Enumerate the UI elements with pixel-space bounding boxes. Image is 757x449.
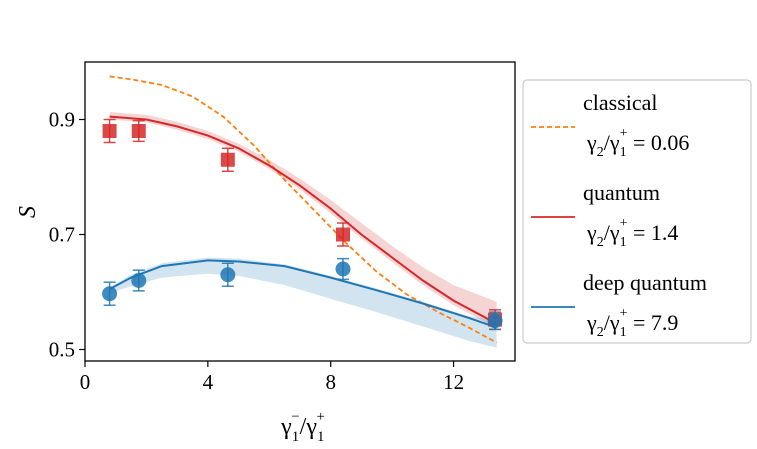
svg-text:γ1−/γ1+: γ1−/γ1+ bbox=[280, 409, 325, 445]
square-marker bbox=[220, 152, 235, 167]
legend-label: deep quantum bbox=[583, 270, 707, 295]
circle-marker bbox=[102, 286, 118, 302]
x-axis-label: γ1−/γ1+ bbox=[280, 409, 325, 445]
quantum-line bbox=[109, 115, 498, 325]
y-tick-label: 0.9 bbox=[49, 108, 75, 132]
quantum-point bbox=[102, 118, 117, 144]
legend-box bbox=[522, 79, 752, 344]
y-axis-label: S bbox=[15, 206, 41, 218]
circle-marker bbox=[487, 313, 503, 329]
legend-ratio: γ2/γ1+ = 7.9 bbox=[586, 306, 678, 340]
square-marker bbox=[102, 124, 117, 138]
deep-quantum-point bbox=[487, 311, 503, 331]
deep-quantum-line bbox=[109, 259, 497, 329]
plot-frame bbox=[84, 61, 516, 362]
quantum-point bbox=[131, 119, 146, 143]
x-tick-label: 8 bbox=[325, 370, 336, 394]
deep-quantum-point bbox=[335, 257, 351, 281]
legend-entry-deep-quantum: deep quantum γ2/γ1+ = 7.9 bbox=[531, 270, 707, 340]
circle-marker bbox=[220, 267, 236, 283]
y-tick-label: 0.5 bbox=[49, 338, 75, 362]
deep-quantum-point bbox=[131, 269, 147, 292]
quantum-point bbox=[220, 147, 235, 172]
legend-ratio: γ2/γ1+ = 0.06 bbox=[586, 126, 689, 160]
x-tick-label: 4 bbox=[203, 370, 214, 394]
x-tick-label: 12 bbox=[443, 370, 464, 394]
legend: classical γ2/γ1+ = 0.06 quantum γ2/γ1+ = 1.… bbox=[522, 79, 752, 344]
x-axis-ticks: 0 4 8 12 bbox=[80, 361, 464, 394]
y-axis-ticks: 0.5 0.7 0.9 bbox=[49, 108, 85, 362]
legend-label: classical bbox=[583, 90, 658, 115]
confidence-bands bbox=[109, 112, 497, 348]
deep-quantum-point bbox=[102, 281, 118, 306]
legend-entry-quantum: quantum γ2/γ1+ = 1.4 bbox=[531, 180, 678, 250]
quantum-band bbox=[109, 112, 497, 329]
x-tick-label: 0 bbox=[80, 370, 91, 394]
legend-entry-classical: classical γ2/γ1+ = 0.06 bbox=[531, 90, 689, 160]
y-tick-label: 0.7 bbox=[49, 223, 75, 247]
model-curves bbox=[109, 75, 498, 344]
classical-line bbox=[109, 75, 498, 344]
square-marker bbox=[336, 227, 350, 242]
quantum-point bbox=[336, 222, 350, 247]
square-marker bbox=[131, 124, 146, 138]
legend-ratio: γ2/γ1+ = 1.4 bbox=[586, 216, 678, 250]
data-points bbox=[102, 118, 503, 331]
legend-label: quantum bbox=[583, 180, 660, 205]
deep-quantum-point bbox=[220, 262, 236, 287]
circle-marker bbox=[335, 261, 351, 277]
circle-marker bbox=[131, 273, 147, 288]
